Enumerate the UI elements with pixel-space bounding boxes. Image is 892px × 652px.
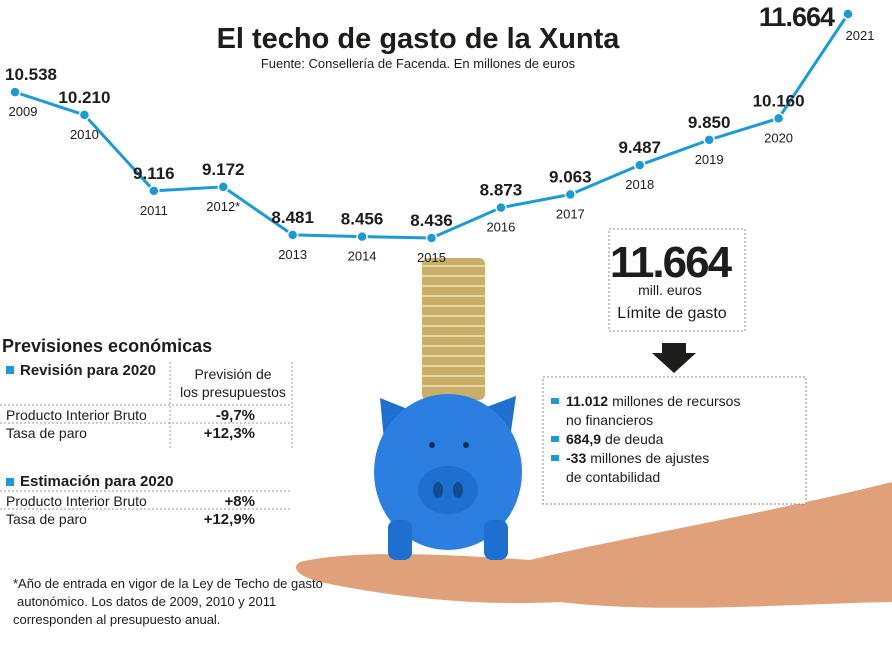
value-label: 9.116 [133, 164, 175, 183]
subsection-title: Revisión para 2020 [20, 362, 156, 379]
chart-subtitle: Fuente: Consellería de Facenda. En millo… [261, 56, 576, 71]
point [148, 185, 160, 197]
breakdown: 11.012 millones de recursos no financieros… [551, 393, 740, 485]
pig-nostril [453, 482, 463, 498]
footnote-line: corresponden al presupuesto anual. [13, 612, 220, 627]
row-value: +8% [225, 493, 255, 510]
item-text: de contabilidad [566, 469, 660, 485]
row-value: -9,7% [216, 407, 255, 424]
limit-label: Límite de gasto [617, 305, 727, 322]
x-tick-label: 2009 [9, 104, 38, 119]
x-tick-label: 2015 [417, 250, 446, 265]
subsection-title: Estimación para 2020 [20, 473, 173, 490]
point [425, 232, 438, 244]
item-value: 684,9 [566, 431, 601, 447]
bullet [551, 436, 559, 442]
x-tick-label: 2017 [556, 206, 585, 221]
x-tick-label: 2014 [348, 249, 377, 264]
row-label: Producto Interior Bruto [6, 493, 147, 509]
footnote: *Año de entrada en vigor de la Ley de Te… [13, 576, 323, 627]
point [9, 86, 21, 98]
row-value: +12,9% [204, 511, 255, 528]
point [842, 8, 854, 20]
breakdown-box [542, 376, 807, 505]
x-tick-label: 2012* [206, 199, 240, 214]
x-tick-label: 2019 [695, 152, 724, 167]
point [286, 229, 299, 241]
pig-nostril [433, 482, 443, 498]
item: 11.012 millones de recursos [566, 393, 740, 409]
x-tick-label: 2020 [764, 130, 793, 145]
bullet [6, 478, 14, 486]
x-tick-label: 2016 [486, 220, 515, 235]
value-label: 8.436 [410, 211, 453, 230]
item-text: millones de recursos [612, 393, 740, 409]
value-label: 9.487 [618, 138, 661, 157]
value-label: 8.456 [341, 210, 384, 229]
value-label: 11.664 [759, 2, 835, 32]
column-header: los presupuestos [180, 384, 286, 400]
x-tick-label: 2018 [625, 177, 654, 192]
item-value: 11.012 [566, 393, 608, 409]
limit-value: 11.664 [610, 238, 733, 287]
x-tick-label: 2013 [278, 247, 307, 262]
value-label: 9.063 [549, 167, 592, 186]
pig-leg [388, 520, 412, 560]
point [564, 188, 577, 201]
point [495, 201, 507, 214]
row-label: Tasa de paro [6, 511, 87, 527]
hand [295, 482, 892, 608]
bullet [551, 398, 559, 404]
row-label: Tasa de paro [6, 425, 87, 441]
value-label: 9.172 [202, 160, 245, 179]
item-value: -33 [566, 450, 586, 466]
limit-unit: mill. euros [638, 282, 702, 298]
column-header: Previsión de [194, 366, 271, 382]
item-text: millones de ajustes [590, 450, 709, 466]
line-chart: 10.538 2009 10.210 2010 9.116 2011 9.172 2012* 8… [5, 2, 874, 265]
footnote-line: autonómico. Los datos de 2009, 2010 y 20… [17, 594, 276, 609]
pig-eye [429, 442, 435, 448]
bullet [6, 366, 14, 374]
row-label: Producto Interior Bruto [6, 407, 147, 423]
x-tick-label: 2021 [846, 28, 875, 43]
item: 684,9 de deuda [566, 431, 664, 447]
section-title: Previsiones económicas [2, 336, 212, 356]
arrow [652, 343, 696, 373]
point [78, 109, 91, 121]
point [703, 134, 715, 146]
value-label: 9.850 [688, 113, 731, 132]
value-label: 10.210 [58, 88, 110, 107]
value-label: 10.160 [753, 91, 805, 110]
pig-leg [484, 520, 508, 560]
bullet [551, 455, 559, 461]
item-text: de deuda [605, 431, 664, 447]
row-value: +12,3% [204, 425, 255, 442]
point [217, 181, 229, 193]
point [772, 112, 785, 125]
x-tick-label: 2011 [140, 203, 168, 218]
coin-stack [422, 258, 485, 400]
footnote-line: *Año de entrada en vigor de la Ley de Te… [13, 576, 323, 591]
point [356, 230, 368, 243]
pig-snout [418, 466, 478, 514]
item: -33 millones de ajustes [566, 450, 709, 466]
x-tick-label: 2010 [70, 127, 99, 142]
point [634, 159, 646, 171]
table-rows: Producto Interior Bruto -9,7% Tasa de paro… [0, 404, 292, 528]
item-text: no financieros [566, 412, 653, 428]
value-label: 8.481 [271, 208, 314, 227]
value-label: 8.873 [480, 181, 523, 200]
chart-title: El techo de gasto de la Xunta [217, 23, 621, 55]
value-label: 10.538 [5, 65, 57, 84]
coin-edges [422, 265, 485, 387]
limit-box [608, 228, 746, 332]
pig-eye [463, 442, 469, 448]
